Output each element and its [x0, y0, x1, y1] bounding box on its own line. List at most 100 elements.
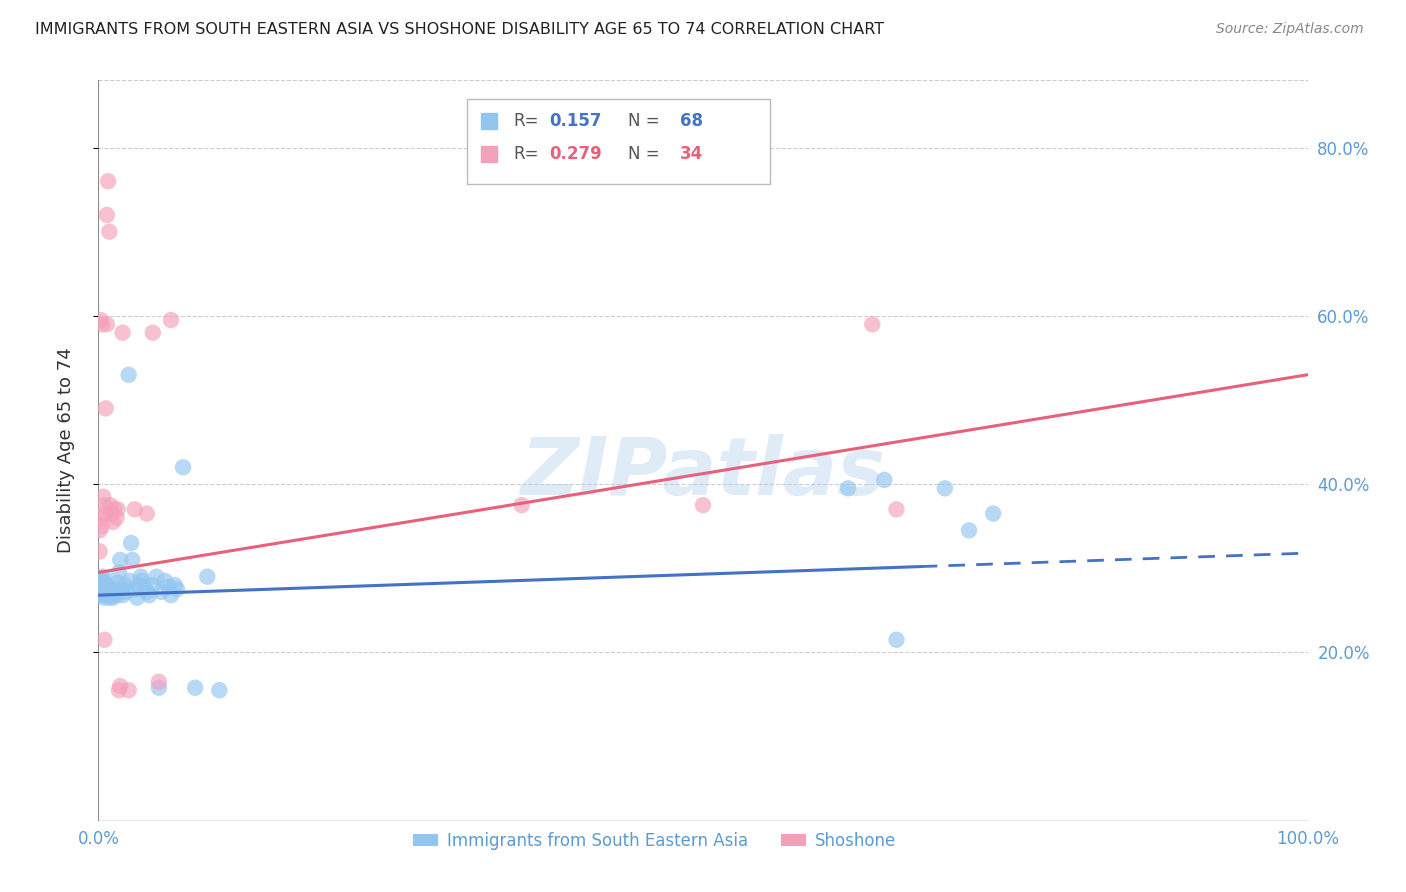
- Point: [91, 519, 114, 533]
- Point: [157, 580, 180, 594]
- Point: [103, 586, 125, 600]
- Point: [98, 591, 121, 605]
- Point: [91, 490, 114, 504]
- Point: [100, 498, 122, 512]
- Point: [91, 318, 114, 332]
- Point: [90, 580, 112, 594]
- Point: [166, 582, 188, 597]
- Point: [93, 591, 115, 605]
- Point: [97, 582, 120, 596]
- Point: [148, 674, 170, 689]
- Text: Source: ZipAtlas.com: Source: ZipAtlas.com: [1216, 22, 1364, 37]
- Point: [172, 460, 194, 475]
- FancyBboxPatch shape: [467, 99, 769, 184]
- Point: [89, 578, 111, 592]
- Point: [886, 632, 908, 647]
- Point: [105, 510, 128, 524]
- Point: [100, 507, 122, 521]
- Text: IMMIGRANTS FROM SOUTH EASTERN ASIA VS SHOSHONE DISABILITY AGE 65 TO 74 CORRELATI: IMMIGRANTS FROM SOUTH EASTERN ASIA VS SH…: [35, 22, 884, 37]
- Point: [93, 498, 115, 512]
- Point: [107, 575, 129, 590]
- Point: [121, 553, 143, 567]
- Point: [100, 584, 122, 599]
- Point: [101, 591, 124, 605]
- Point: [104, 582, 127, 597]
- Point: [91, 507, 114, 521]
- Point: [163, 578, 186, 592]
- Point: [96, 582, 118, 597]
- Point: [184, 681, 207, 695]
- Point: [837, 481, 859, 495]
- Point: [91, 569, 114, 583]
- Point: [142, 578, 165, 592]
- Point: [98, 584, 121, 599]
- Point: [90, 588, 112, 602]
- Point: [208, 683, 231, 698]
- Point: [91, 582, 114, 597]
- Point: [107, 502, 129, 516]
- Point: [134, 580, 156, 594]
- Point: [108, 566, 131, 580]
- Point: [981, 507, 1004, 521]
- Text: 0.279: 0.279: [550, 145, 602, 163]
- Point: [91, 586, 114, 600]
- Point: [111, 588, 134, 602]
- Point: [886, 502, 908, 516]
- Text: 68: 68: [681, 112, 703, 130]
- Point: [91, 575, 114, 590]
- Point: [103, 502, 125, 516]
- Text: N =: N =: [628, 112, 659, 130]
- Point: [93, 632, 115, 647]
- Point: [124, 582, 146, 597]
- Point: [160, 588, 183, 602]
- Point: [90, 313, 112, 327]
- Point: [129, 569, 152, 583]
- Point: [110, 582, 132, 597]
- Point: [100, 580, 122, 594]
- Text: ZIPatlas: ZIPatlas: [520, 434, 886, 512]
- Point: [97, 588, 120, 602]
- Point: [108, 679, 131, 693]
- Point: [873, 473, 896, 487]
- Point: [860, 318, 883, 332]
- Point: [957, 524, 980, 538]
- Point: [160, 313, 183, 327]
- Point: [108, 553, 131, 567]
- Y-axis label: Disability Age 65 to 74: Disability Age 65 to 74: [56, 348, 75, 553]
- Point: [105, 588, 128, 602]
- Point: [96, 208, 118, 222]
- Point: [934, 481, 956, 495]
- Point: [89, 586, 111, 600]
- Point: [153, 574, 176, 588]
- Point: [96, 586, 118, 600]
- Point: [115, 584, 138, 599]
- Point: [111, 326, 134, 340]
- Point: [118, 574, 141, 588]
- Point: [114, 578, 136, 592]
- Point: [195, 569, 218, 583]
- Point: [120, 536, 142, 550]
- Point: [135, 507, 157, 521]
- Text: 34: 34: [681, 145, 703, 163]
- Point: [127, 591, 149, 605]
- Point: [118, 368, 141, 382]
- Point: [150, 584, 173, 599]
- Point: [94, 401, 117, 416]
- Point: [131, 574, 153, 588]
- Point: [98, 225, 121, 239]
- Point: [148, 681, 170, 695]
- Point: [108, 683, 131, 698]
- Point: [94, 588, 117, 602]
- Text: 0.157: 0.157: [550, 112, 602, 130]
- Point: [510, 498, 533, 512]
- Point: [127, 578, 149, 592]
- Point: [94, 578, 117, 592]
- Text: N =: N =: [628, 145, 659, 163]
- Point: [89, 524, 111, 538]
- Point: [91, 584, 114, 599]
- Point: [124, 502, 146, 516]
- Point: [90, 510, 112, 524]
- Point: [118, 683, 141, 698]
- Point: [90, 574, 112, 588]
- Point: [692, 498, 714, 512]
